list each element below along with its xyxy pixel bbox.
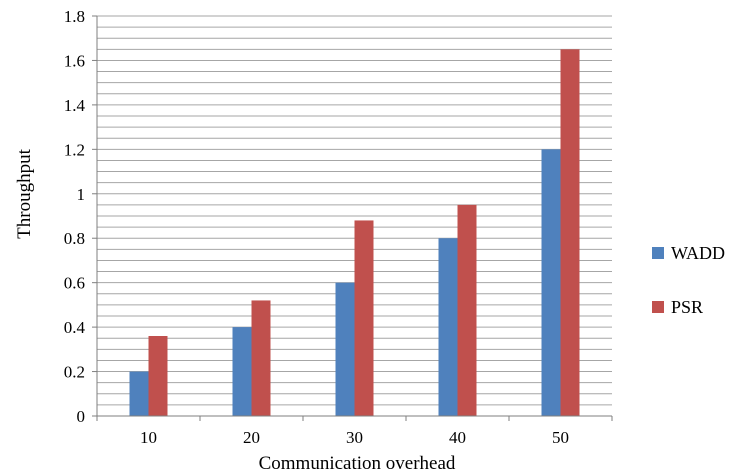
bar-psr-50 — [560, 49, 580, 416]
y-tick-label: 0.8 — [64, 229, 85, 248]
x-tick-label: 10 — [140, 428, 157, 447]
x-tick-label: 30 — [346, 428, 363, 447]
legend-swatch-wadd — [652, 247, 664, 259]
y-tick-label: 0.2 — [64, 363, 85, 382]
x-tick-label: 50 — [552, 428, 569, 447]
y-tick-label: 0 — [77, 407, 86, 426]
y-tick-label: 1.8 — [64, 7, 85, 26]
y-tick-label: 0.4 — [64, 318, 86, 337]
bar-wadd-50 — [541, 149, 561, 417]
bar-psr-20 — [251, 300, 271, 416]
y-tick-label: 1.4 — [64, 96, 86, 115]
bar-psr-40 — [457, 204, 477, 416]
tick-labels: 0 0.2 0.4 0.6 0.8 1 1.2 1.4 1.6 1.8 10 20 30 40 50 — [64, 7, 569, 447]
y-tick-label: 1.2 — [64, 140, 85, 159]
bar-wadd-30 — [335, 282, 355, 416]
bars-layer — [129, 49, 580, 417]
legend-swatch-psr — [652, 301, 664, 313]
legend-label-psr: PSR — [671, 297, 703, 317]
x-axis-title: Communication overhead — [259, 453, 456, 474]
y-tick-label: 1.6 — [64, 51, 85, 70]
x-tick-label: 40 — [449, 428, 466, 447]
bar-wadd-40 — [438, 238, 458, 416]
bar-psr-30 — [354, 220, 374, 416]
legend-label-wadd: WADD — [671, 243, 725, 263]
bar-psr-10 — [148, 336, 168, 416]
y-axis-title: Throughput — [14, 148, 35, 238]
legend: WADD PSR — [652, 243, 725, 317]
bar-wadd-20 — [232, 327, 252, 416]
axes-layer — [92, 15, 613, 421]
x-tick-label: 20 — [243, 428, 260, 447]
y-tick-label: 1 — [77, 185, 86, 204]
bar-wadd-10 — [129, 371, 149, 416]
y-tick-label: 0.6 — [64, 274, 85, 293]
